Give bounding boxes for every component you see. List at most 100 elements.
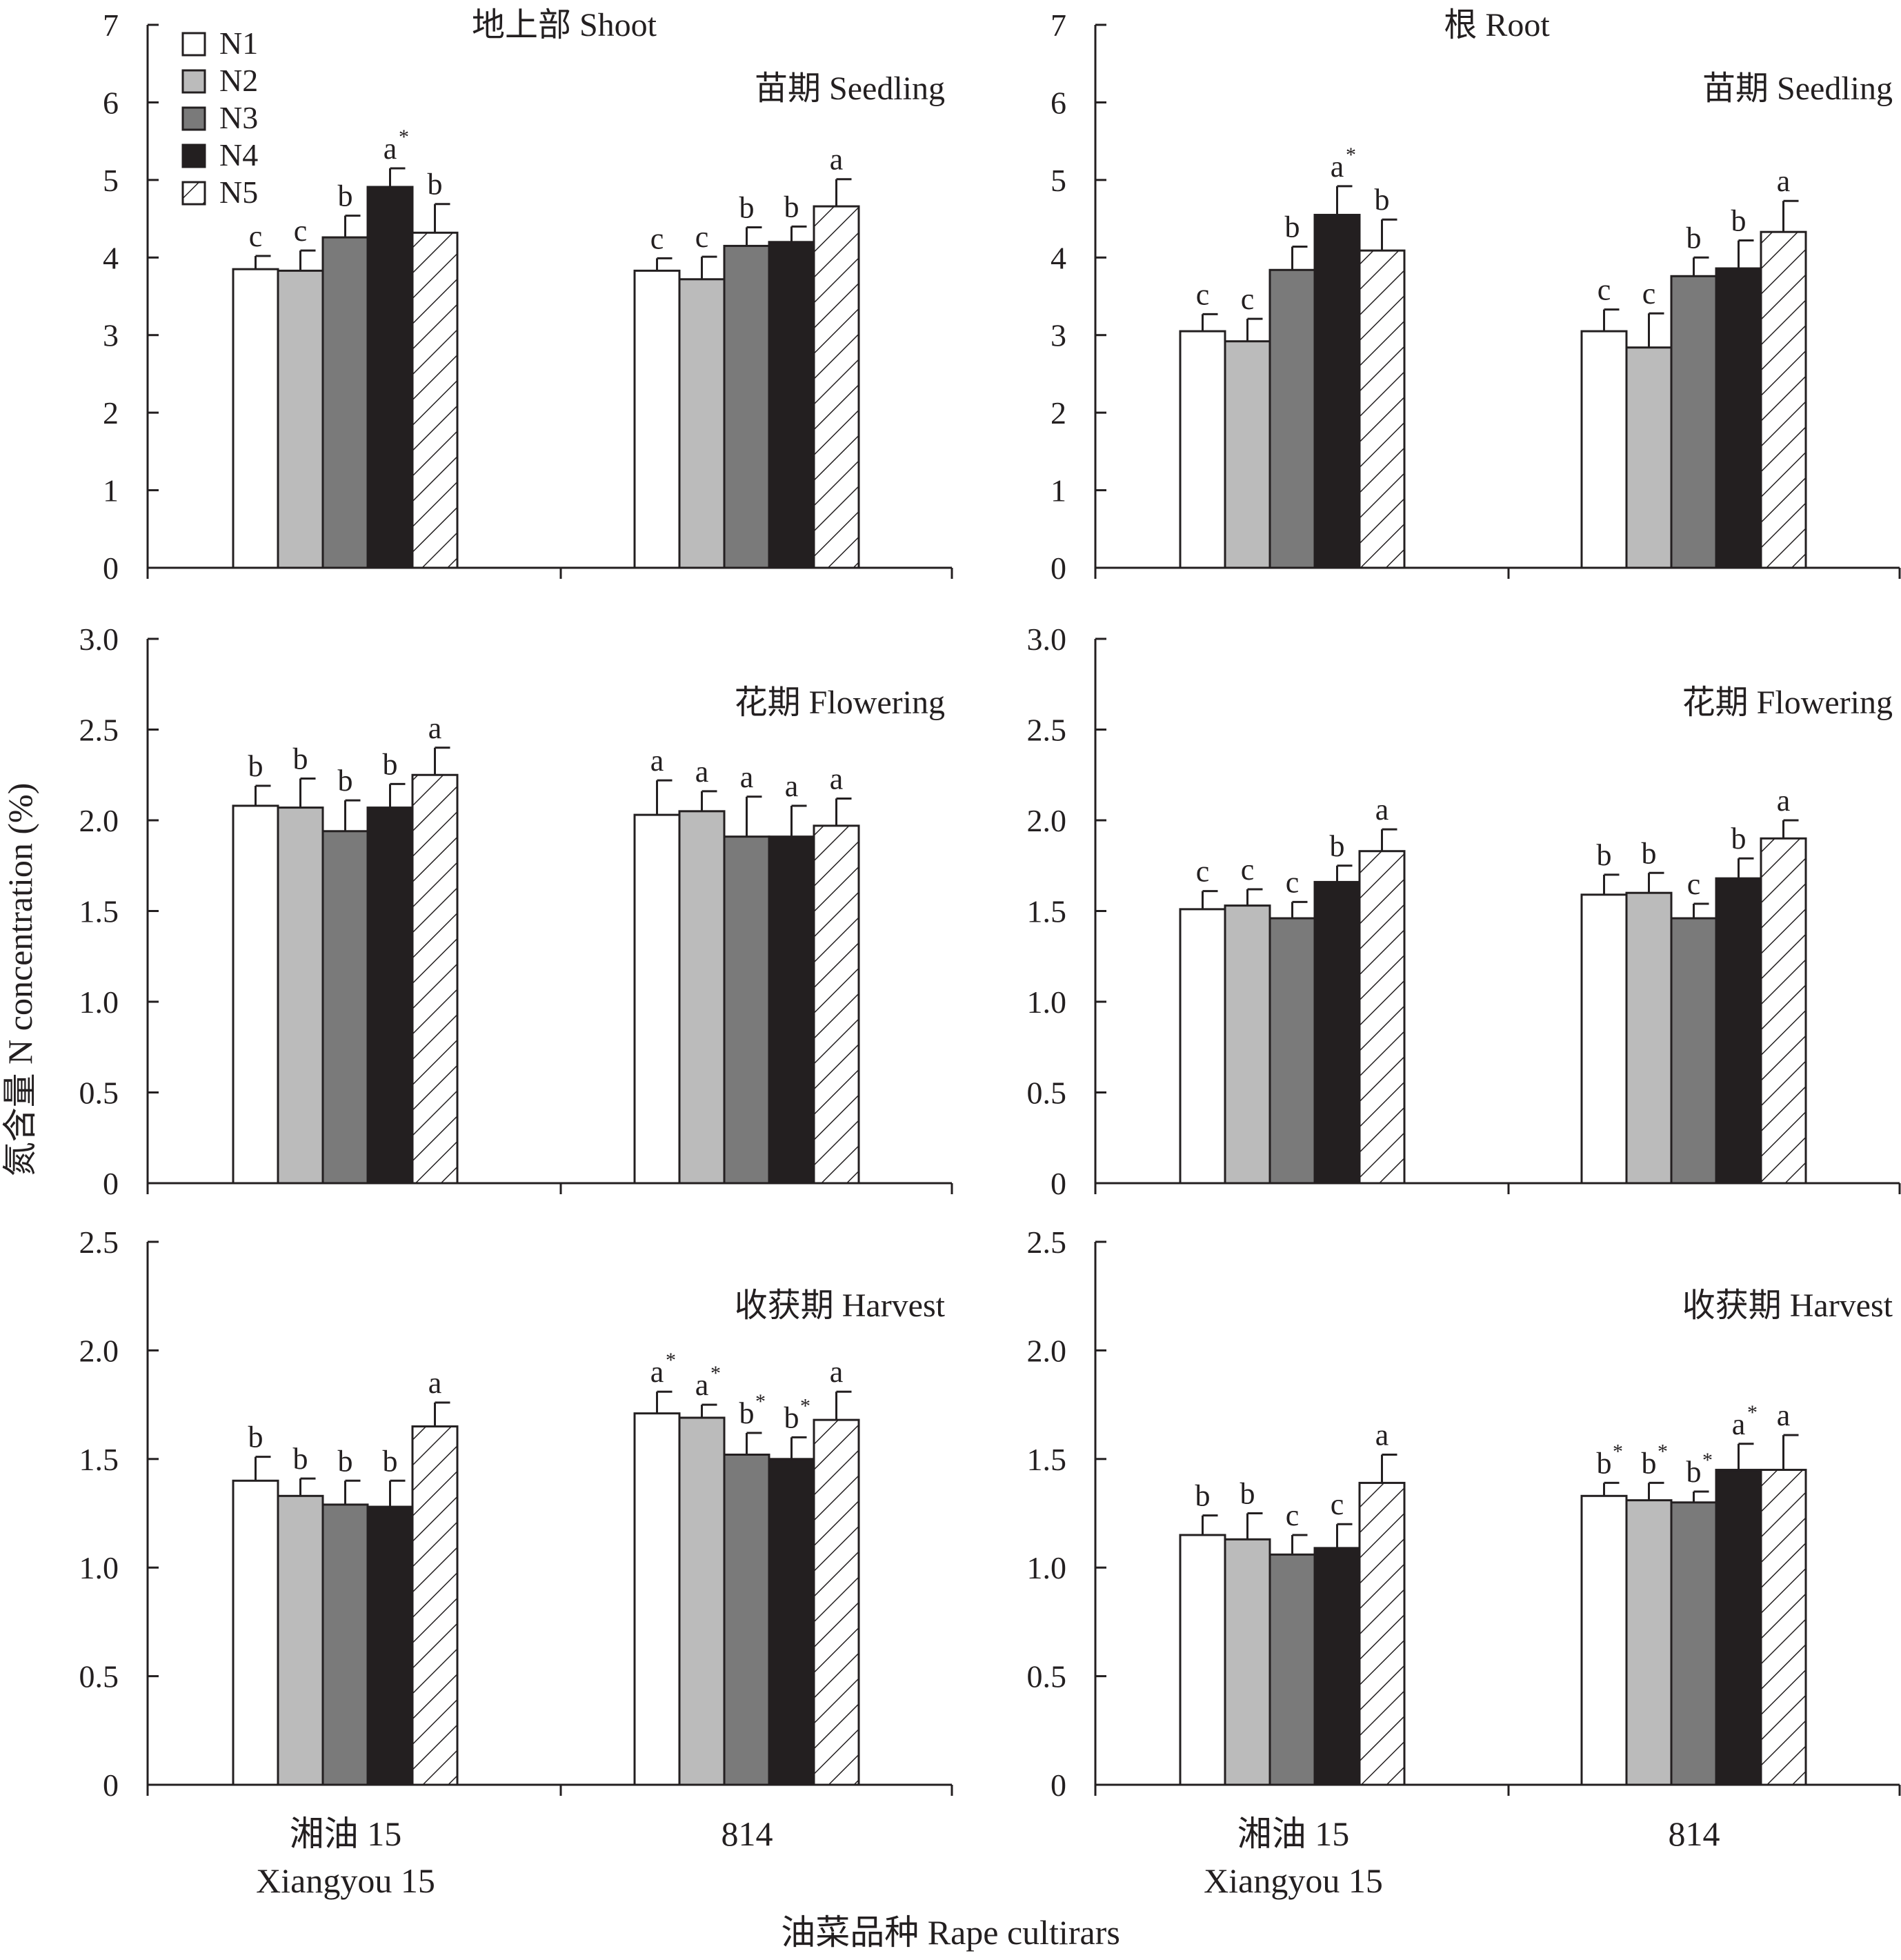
significance-letter: b <box>1240 1477 1255 1511</box>
significance-letter: a <box>740 760 754 794</box>
legend-label-n4: N4 <box>219 137 258 172</box>
significance-letter: a <box>1777 1398 1791 1432</box>
significance-letter: b <box>1686 221 1702 255</box>
significance-letter: b <box>338 764 353 798</box>
bar-n4 <box>768 835 815 1185</box>
bar-n3 <box>723 835 770 1185</box>
stage-label: 苗期 Seedling <box>1702 70 1893 107</box>
significance-letter: b <box>248 1420 263 1454</box>
y-tick-label: 1.0 <box>1027 984 1067 1020</box>
y-tick-label: 0.5 <box>79 1659 119 1694</box>
y-tick-label: 1 <box>103 473 119 508</box>
y-tick-label: 7 <box>103 8 119 43</box>
bar-n5 <box>1358 1481 1406 1786</box>
bar-n4 <box>768 1458 815 1786</box>
panel-title: 根 Root <box>1444 7 1550 43</box>
significance-letter: b <box>1285 210 1300 244</box>
significance-letter: b <box>293 1442 308 1476</box>
bar-n1 <box>1179 330 1226 569</box>
significance-letter: b <box>1330 829 1345 863</box>
y-tick-label: 0.5 <box>79 1076 119 1111</box>
y-tick-label: 0 <box>1051 1166 1066 1201</box>
legend-swatch-n3 <box>181 106 206 131</box>
stage-label: 花期 Flowering <box>735 684 945 721</box>
y-tick-label: 0 <box>103 1166 119 1201</box>
y-tick-label: 2 <box>1051 395 1066 430</box>
bar-n2 <box>1625 1499 1673 1786</box>
significance-star: * <box>399 126 409 148</box>
significance-star: * <box>1346 143 1356 166</box>
bar-n4 <box>1313 1547 1361 1786</box>
y-tick-label: 5 <box>103 163 119 198</box>
significance-letter: b <box>1597 838 1612 872</box>
y-tick-label: 1.5 <box>1027 1442 1067 1477</box>
significance-letter: c <box>1331 1487 1344 1521</box>
bar-n4 <box>1313 880 1361 1185</box>
significance-letter: b <box>1686 1455 1702 1489</box>
significance-letter: a <box>1777 784 1791 818</box>
significance-letter: b <box>1195 1479 1211 1513</box>
significance-letter: b <box>1731 204 1746 238</box>
bar-n1 <box>232 268 279 569</box>
legend-swatch-n4 <box>181 143 206 168</box>
significance-letter: a <box>1732 1407 1746 1441</box>
significance-letter: a <box>1331 150 1344 184</box>
y-tick-label: 2.5 <box>79 713 119 748</box>
significance-letter: a <box>428 711 442 745</box>
bar-n1 <box>232 804 279 1185</box>
significance-letter: c <box>650 221 664 255</box>
significance-star: * <box>666 1349 676 1372</box>
bar-n2 <box>1625 891 1673 1185</box>
bar-n4 <box>366 806 414 1185</box>
significance-star: * <box>1702 1449 1713 1472</box>
left-category-1-label: 湘油 15 <box>290 1814 402 1853</box>
bar-n3 <box>321 1503 369 1786</box>
y-tick-label: 2.0 <box>79 803 119 838</box>
panel-title: 地上部 Shoot <box>472 7 657 43</box>
significance-star: * <box>1747 1401 1758 1424</box>
significance-letter: a <box>830 1355 844 1389</box>
bar-n3 <box>321 236 369 569</box>
bar-n4 <box>366 1505 414 1786</box>
legend-label-n2: N2 <box>219 63 258 98</box>
y-tick-label: 2.5 <box>1027 713 1067 748</box>
significance-letter: b <box>739 1396 755 1430</box>
y-tick-label: 3.0 <box>1027 622 1067 657</box>
significance-letter: c <box>1687 867 1701 901</box>
bar-n1 <box>232 1479 279 1786</box>
bar-n5 <box>813 824 860 1185</box>
bar-n1 <box>1580 893 1628 1185</box>
significance-letter: b <box>739 190 755 224</box>
bar-n3 <box>1670 917 1718 1185</box>
significance-letter: b <box>383 1444 398 1478</box>
bar-n5 <box>411 773 459 1185</box>
y-tick-label: 4 <box>1051 240 1066 275</box>
y-tick-label: 1.5 <box>79 1442 119 1477</box>
significance-letter: a <box>384 132 397 166</box>
significance-letter: b <box>1642 1446 1657 1480</box>
bar-n5 <box>1760 837 1807 1185</box>
bar-n1 <box>1179 908 1226 1185</box>
significance-letter: a <box>1777 164 1791 198</box>
significance-star: * <box>800 1394 810 1417</box>
significance-letter: c <box>1286 865 1300 899</box>
y-tick-label: 6 <box>1051 85 1066 120</box>
y-tick-label: 1.5 <box>79 894 119 929</box>
bar-n2 <box>1224 340 1271 569</box>
significance-star: * <box>755 1390 766 1413</box>
stage-label: 收获期 Harvest <box>735 1287 946 1324</box>
significance-star: * <box>1613 1440 1623 1463</box>
significance-star: * <box>710 1362 721 1385</box>
bar-n5 <box>1358 249 1406 569</box>
bar-n5 <box>411 1425 459 1786</box>
bar-n4 <box>1715 1469 1762 1786</box>
bar-n3 <box>1268 268 1316 569</box>
significance-letter: c <box>1196 277 1210 311</box>
bar-n1 <box>1179 1534 1226 1786</box>
bar-n1 <box>1580 1494 1628 1786</box>
y-tick-label: 4 <box>103 240 119 275</box>
